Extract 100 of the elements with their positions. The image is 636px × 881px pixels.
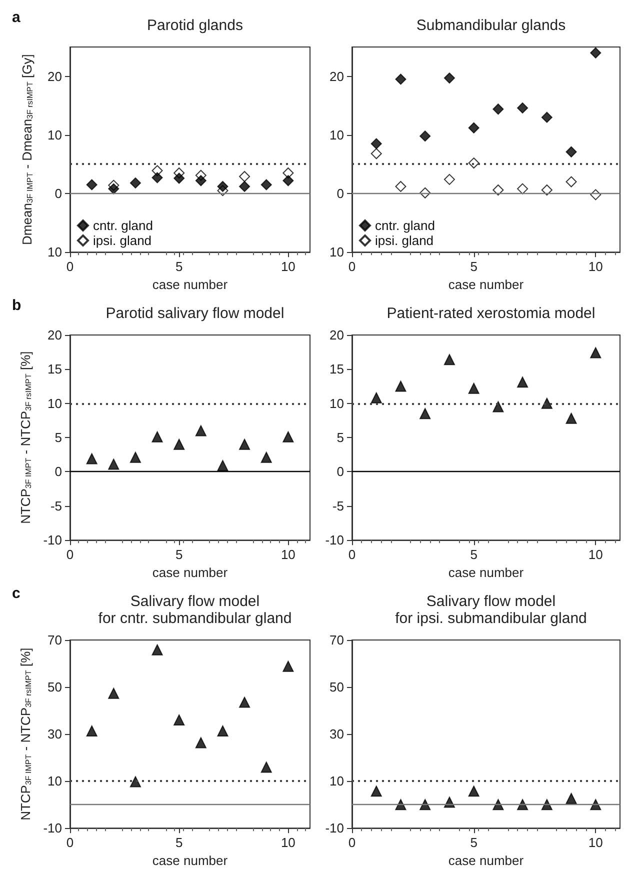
y-tick-label: 20 — [330, 328, 344, 342]
x-tick-label: 0 — [66, 547, 74, 562]
y-tick-label: 70 — [48, 632, 62, 648]
chart-title: Parotid glands — [147, 17, 243, 34]
point — [468, 786, 480, 797]
point — [282, 431, 294, 442]
y-tick-label: -10 — [325, 820, 344, 836]
y-tick-label: 10 — [48, 127, 62, 142]
y-tick-label: 10 — [48, 396, 62, 411]
point — [517, 183, 528, 194]
text: a — [12, 9, 21, 26]
x-tick-label: 10 — [588, 835, 603, 850]
point — [541, 112, 552, 123]
point — [174, 438, 185, 450]
text: c — [12, 585, 20, 602]
x-tick-label: 0 — [66, 835, 74, 850]
y-tick-label: 5 — [54, 430, 62, 446]
point — [152, 644, 163, 656]
chart-title: Submandibular glands — [416, 17, 566, 34]
point — [492, 104, 504, 115]
point — [282, 175, 294, 186]
point — [152, 431, 163, 442]
chart-title: Salivary flow model for ipsi. submandibular gland — [395, 593, 587, 627]
point — [282, 660, 294, 672]
x-tick-label: 10 — [588, 259, 603, 274]
point — [86, 179, 98, 190]
point — [444, 354, 455, 366]
point — [239, 171, 250, 182]
point — [395, 799, 406, 810]
point — [108, 688, 120, 699]
x-tick-label: 10 — [280, 835, 296, 850]
y-tick-label: 10 — [330, 127, 344, 142]
y-tick-label: 10 — [48, 774, 62, 789]
point — [590, 347, 602, 358]
x-axis-title: case number — [152, 277, 228, 292]
point — [492, 401, 504, 412]
y-tick-label: 20 — [330, 68, 344, 84]
chart-title: Salivary flow model for cntr. submandibular gland — [98, 593, 292, 627]
point — [86, 725, 98, 736]
y-axis-title: NTCP3F IMPT - NTCP3F rsIMPT [%] — [18, 351, 33, 524]
point — [468, 158, 480, 169]
point — [517, 376, 528, 388]
point — [370, 138, 382, 150]
y-tick-label: 70 — [330, 632, 344, 648]
x-tick-label: 5 — [470, 259, 478, 274]
x-tick-label: 5 — [175, 547, 183, 562]
y-tick-label: 20 — [48, 68, 62, 84]
y-tick-label: 15 — [330, 362, 344, 377]
point — [195, 425, 206, 436]
y-tick-label: 15 — [48, 362, 62, 377]
y-axis-title: NTCP3F IMPT - NTCP3F rsIMPT [%] — [18, 648, 33, 820]
point — [468, 382, 480, 394]
point — [444, 72, 455, 84]
y-tick-label: -10 — [43, 820, 62, 836]
point — [239, 180, 250, 192]
x-tick-label: 10 — [280, 259, 296, 274]
point — [566, 146, 577, 158]
x-tick-label: 5 — [175, 835, 183, 850]
x-tick-label: 5 — [470, 547, 478, 562]
point — [217, 180, 228, 192]
y-tick-label: 0 — [54, 464, 62, 480]
point — [130, 177, 141, 188]
point — [260, 762, 272, 773]
point — [217, 460, 228, 472]
y-tick-label: 10 — [330, 396, 344, 411]
point — [239, 438, 250, 450]
point — [86, 453, 98, 464]
point — [492, 184, 504, 196]
text: b — [12, 297, 22, 314]
point — [217, 725, 228, 736]
y-tick-label: 0 — [336, 464, 344, 480]
point — [395, 74, 406, 85]
y-tick-label: 30 — [330, 726, 344, 742]
point — [130, 776, 141, 788]
x-tick-label: 10 — [280, 547, 296, 562]
x-tick-label: 0 — [348, 547, 356, 562]
point — [566, 792, 577, 804]
point — [541, 398, 552, 409]
point — [590, 799, 602, 810]
point — [420, 799, 431, 810]
point — [130, 452, 141, 463]
point — [370, 392, 382, 404]
point — [395, 380, 406, 392]
point — [420, 408, 431, 420]
point — [174, 172, 185, 184]
x-tick-label: 5 — [470, 835, 478, 850]
point — [174, 714, 185, 726]
x-tick-label: 0 — [66, 259, 74, 274]
y-tick-label: 0 — [336, 186, 344, 201]
y-tick-label: 30 — [48, 726, 62, 742]
y-tick-label: -5 — [332, 498, 344, 514]
legend-label: cntr. gland — [375, 218, 435, 233]
point — [260, 179, 272, 190]
legend-label: cntr. gland — [93, 218, 153, 233]
y-tick-label: 0 — [54, 186, 62, 201]
x-axis-title: case number — [152, 853, 228, 868]
y-tick-label: 50 — [330, 680, 344, 695]
point — [444, 174, 455, 185]
y-axis-title: Dmean3F IMPT - Dmean3F rsIMPT [Gy] — [20, 54, 34, 245]
legend-label: ipsi. gland — [93, 233, 152, 248]
